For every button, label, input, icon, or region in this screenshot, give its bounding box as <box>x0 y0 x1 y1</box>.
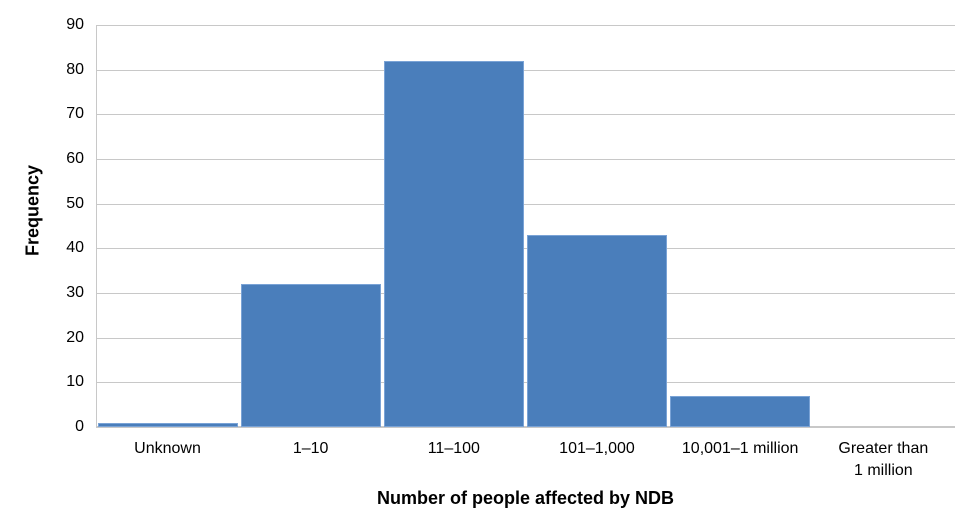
gridline <box>96 382 955 384</box>
gridline <box>96 248 955 250</box>
y-tick-label: 50 <box>66 194 84 212</box>
gridline <box>96 25 955 26</box>
x-axis-line <box>96 426 955 428</box>
y-tick-label: 60 <box>66 150 84 167</box>
y-tick-label: 0 <box>75 418 84 435</box>
x-tick-label: 11–100 <box>427 440 480 457</box>
gridline <box>96 203 955 205</box>
y-axis-title: Frequency <box>22 164 43 257</box>
y-tick-label: 10 <box>66 373 84 391</box>
bar <box>240 284 381 427</box>
y-tick-label: 20 <box>66 328 84 346</box>
x-tick-label: 1–10 <box>292 440 329 457</box>
gridline <box>96 293 955 294</box>
gridline <box>96 337 955 339</box>
gridline <box>96 69 955 71</box>
bar <box>670 395 811 427</box>
y-tick-label: 40 <box>66 239 84 257</box>
x-tick-label: Greater than 1 million <box>838 440 929 479</box>
y-tick-label: 70 <box>66 105 84 123</box>
x-axis-title: Number of people affected by NDB <box>376 488 675 508</box>
gridline <box>96 114 955 116</box>
x-tick-label: 10,001–1 million <box>681 440 799 457</box>
y-tick-label: 90 <box>66 16 84 33</box>
x-tick-label: 101–1,000 <box>559 440 635 457</box>
bar <box>97 422 238 427</box>
x-tick-label: Unknown <box>134 440 201 457</box>
gridline <box>96 159 955 160</box>
bar <box>527 234 668 427</box>
y-tick-label: 30 <box>66 284 84 301</box>
y-tick-label: 80 <box>66 60 84 78</box>
y-axis-line <box>96 25 97 427</box>
plot-area <box>96 25 955 428</box>
bar <box>383 60 524 427</box>
